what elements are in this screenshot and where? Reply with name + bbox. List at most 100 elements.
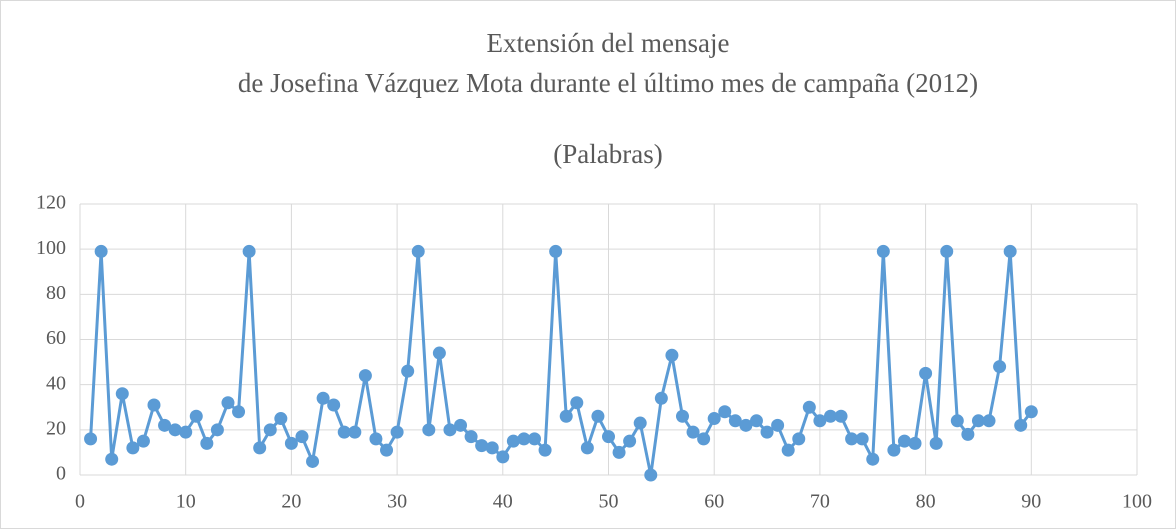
data-point: [686, 425, 700, 439]
data-point: [401, 364, 415, 378]
y-tick-label: 100: [36, 237, 66, 259]
data-point: [390, 425, 404, 439]
data-point: [1024, 405, 1038, 419]
data-point: [728, 414, 742, 428]
data-point: [94, 244, 108, 258]
x-tick-label: 80: [916, 491, 936, 513]
y-tick-label: 40: [46, 372, 66, 394]
data-point: [221, 396, 235, 410]
x-tick-label: 60: [704, 491, 724, 513]
data-point: [316, 391, 330, 405]
data-point: [105, 452, 119, 466]
y-tick-label: 60: [46, 327, 66, 349]
data-point: [665, 348, 679, 362]
data-point: [464, 430, 478, 444]
data-point: [485, 441, 499, 455]
y-tick-label: 80: [46, 282, 66, 304]
data-point: [855, 432, 869, 446]
data-point: [739, 418, 753, 432]
data-point: [950, 414, 964, 428]
data-point: [570, 396, 584, 410]
data-point: [126, 441, 140, 455]
data-point: [897, 434, 911, 448]
data-point: [327, 398, 341, 412]
chart-title: de Josefina Vázquez Mota durante el últi…: [238, 68, 978, 98]
chart-title: Extensión del mensaje: [487, 28, 730, 58]
data-point: [369, 432, 383, 446]
data-point: [506, 434, 520, 448]
data-point: [200, 436, 214, 450]
data-point: [591, 409, 605, 423]
data-point: [210, 423, 224, 437]
data-point: [760, 425, 774, 439]
chart-subtitle: (Palabras): [553, 139, 662, 169]
data-point: [1014, 418, 1028, 432]
data-point: [602, 430, 615, 444]
data-point: [697, 432, 711, 446]
data-point: [147, 398, 161, 412]
data-point: [380, 443, 394, 457]
data-point: [538, 443, 552, 457]
data-point: [633, 416, 647, 430]
data-point: [337, 425, 351, 439]
data-point: [580, 441, 594, 455]
data-point: [84, 432, 98, 446]
data-point: [158, 418, 172, 432]
data-point: [242, 244, 256, 258]
data-point: [136, 434, 150, 448]
data-point: [274, 412, 288, 426]
data-point: [1003, 244, 1017, 258]
data-point: [781, 443, 795, 457]
data-point: [422, 423, 436, 437]
data-point: [454, 418, 468, 432]
data-point: [115, 387, 129, 401]
data-point: [284, 436, 298, 450]
data-point: [475, 439, 489, 453]
series-line: [89, 249, 1033, 477]
data-point: [358, 369, 372, 383]
data-point: [517, 432, 531, 446]
data-point: [432, 346, 446, 360]
data-point: [718, 405, 732, 419]
data-point: [982, 414, 996, 428]
data-point: [443, 423, 457, 437]
x-tick-label: 20: [281, 491, 301, 513]
data-point: [834, 409, 848, 423]
x-tick-label: 10: [176, 491, 196, 513]
data-point: [528, 432, 542, 446]
data-point: [792, 432, 806, 446]
x-tick-label: 70: [810, 491, 830, 513]
data-point: [295, 430, 309, 444]
data-point: [411, 244, 425, 258]
data-point: [168, 423, 182, 437]
y-tick-label: 0: [56, 463, 66, 485]
data-point: [654, 391, 668, 405]
x-tick-label: 40: [493, 491, 513, 513]
data-point: [929, 436, 943, 450]
x-tick-label: 90: [1021, 491, 1041, 513]
x-tick-label: 0: [75, 491, 85, 513]
data-point: [845, 432, 859, 446]
data-point: [971, 414, 985, 428]
data-point: [232, 405, 246, 419]
data-point: [940, 244, 954, 258]
x-tick-label: 50: [599, 491, 619, 513]
data-point: [559, 409, 573, 423]
data-point: [993, 360, 1007, 374]
data-point: [549, 244, 563, 258]
x-tick-label: 100: [1122, 491, 1152, 513]
data-point: [908, 436, 922, 450]
data-point: [802, 400, 816, 414]
data-point: [179, 425, 193, 439]
data-point: [887, 443, 901, 457]
data-point: [749, 414, 763, 428]
data-point: [189, 409, 203, 423]
y-tick-label: 20: [46, 417, 66, 439]
data-point: [813, 414, 827, 428]
data-point: [644, 468, 658, 482]
data-point: [876, 244, 890, 258]
y-tick-label: 120: [36, 192, 66, 214]
data-point: [919, 366, 933, 380]
data-point: [623, 434, 637, 448]
